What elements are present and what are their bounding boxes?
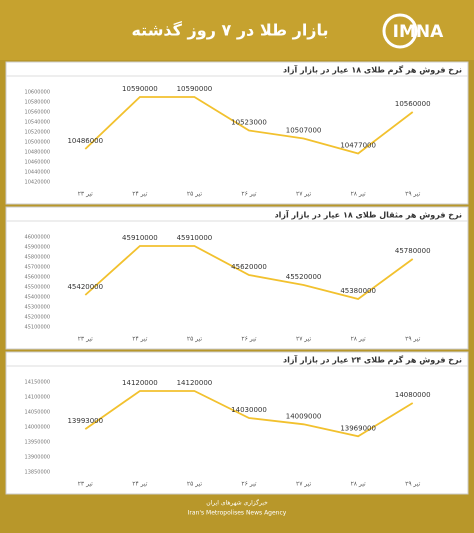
y-tick-label: 45200000: [25, 315, 50, 321]
logo: IMNA: [393, 22, 444, 42]
data-label: 14030000: [231, 406, 267, 414]
chart-title: نرخ فروش هر گرم طلای ۲۴ عیار در بازار آز…: [283, 355, 462, 366]
data-label: 13993000: [67, 417, 103, 425]
x-tick-label: ۲۴ تیر: [132, 481, 147, 488]
data-label: 45520000: [286, 273, 322, 281]
y-tick-label: 14050000: [25, 410, 50, 416]
x-tick-label: ۲۹ تیر: [405, 336, 420, 343]
y-tick-label: 10500000: [25, 140, 50, 146]
y-tick-label: 13900000: [25, 455, 50, 461]
x-tick-label: ۲۸ تیر: [351, 481, 366, 488]
y-tick-label: 10420000: [25, 180, 50, 186]
data-label: 10590000: [122, 85, 158, 93]
data-label: 14080000: [395, 391, 431, 399]
y-tick-label: 10440000: [25, 170, 50, 176]
x-tick-label: ۲۷ تیر: [296, 191, 311, 198]
y-tick-label: 13850000: [25, 470, 50, 476]
x-tick-label: ۲۸ تیر: [351, 191, 366, 198]
page-title: بازار طلا در ۷ روز گذشته: [131, 21, 328, 40]
data-label: 45910000: [122, 234, 158, 242]
y-tick-label: 45400000: [25, 295, 50, 301]
y-tick-label: 13950000: [25, 440, 50, 446]
chart-panel: [5, 351, 469, 495]
x-tick-label: ۲۶ تیر: [241, 336, 256, 343]
data-label: 14120000: [122, 379, 158, 387]
y-tick-label: 10600000: [25, 90, 50, 96]
chart-title: نرخ فروش هر گرم طلای ۱۸ عیار در بازار آز…: [283, 65, 462, 76]
x-tick-label: ۲۵ تیر: [187, 336, 202, 343]
x-tick-label: ۲۴ تیر: [132, 336, 147, 343]
footer-line: خبرگزاری شهرهای ایران: [206, 499, 268, 507]
y-tick-label: 45800000: [25, 255, 50, 261]
x-tick-label: ۲۶ تیر: [241, 481, 256, 488]
data-label: 45620000: [231, 263, 267, 271]
y-tick-label: 45700000: [25, 265, 50, 271]
y-tick-label: 14000000: [25, 425, 50, 431]
data-line: [84, 245, 414, 300]
x-tick-label: ۲۳ تیر: [78, 191, 93, 198]
x-tick-label: ۲۷ تیر: [296, 481, 311, 488]
data-label: 14120000: [177, 379, 213, 387]
y-tick-label: 10580000: [25, 100, 50, 106]
data-label: 45380000: [340, 287, 376, 295]
data-label: 45420000: [67, 283, 103, 291]
x-tick-label: ۲۷ تیر: [296, 336, 311, 343]
x-tick-label: ۲۵ تیر: [187, 481, 202, 488]
logo-ring: [382, 13, 418, 49]
y-tick-label: 10540000: [25, 120, 50, 126]
x-tick-label: ۲۳ تیر: [78, 481, 93, 488]
y-tick-label: 45900000: [25, 245, 50, 251]
data-label: 14009000: [286, 412, 322, 420]
chart-title: نرخ فروش هر مثقال طلای ۱۸ عیار در بازار …: [275, 210, 462, 221]
y-tick-label: 10460000: [25, 160, 50, 166]
data-label: 10486000: [67, 137, 103, 145]
y-tick-label: 45100000: [25, 325, 50, 331]
data-label: 45780000: [395, 247, 431, 255]
y-tick-label: 14150000: [25, 380, 50, 386]
y-tick-label: 10560000: [25, 110, 50, 116]
data-label: 10477000: [340, 142, 376, 150]
x-tick-label: ۲۵ تیر: [187, 191, 202, 198]
x-tick-label: ۲۳ تیر: [78, 336, 93, 343]
y-tick-label: 10480000: [25, 150, 50, 156]
footer-line: Iran's Metropolises News Agency: [188, 510, 287, 517]
data-line: [84, 390, 414, 438]
x-tick-label: ۲۹ تیر: [405, 481, 420, 488]
header: [0, 0, 474, 60]
y-tick-label: 10520000: [25, 130, 50, 136]
data-label: 10523000: [231, 119, 267, 127]
data-label: 10560000: [395, 100, 431, 108]
data-label: 13969000: [340, 424, 376, 432]
y-tick-label: 45300000: [25, 305, 50, 311]
x-tick-label: ۲۶ تیر: [241, 191, 256, 198]
x-tick-label: ۲۹ تیر: [405, 191, 420, 198]
data-label: 45910000: [177, 234, 213, 242]
y-tick-label: 46000000: [25, 235, 50, 241]
data-label: 10590000: [177, 85, 213, 93]
chart-panel: [5, 206, 469, 350]
chart-panel: [5, 61, 469, 205]
x-tick-label: ۲۸ تیر: [351, 336, 366, 343]
x-tick-label: ۲۴ تیر: [132, 191, 147, 198]
data-line: [84, 96, 414, 155]
y-tick-label: 45600000: [25, 275, 50, 281]
data-label: 10507000: [286, 127, 322, 135]
y-tick-label: 14100000: [25, 395, 50, 401]
y-tick-label: 45500000: [25, 285, 50, 291]
